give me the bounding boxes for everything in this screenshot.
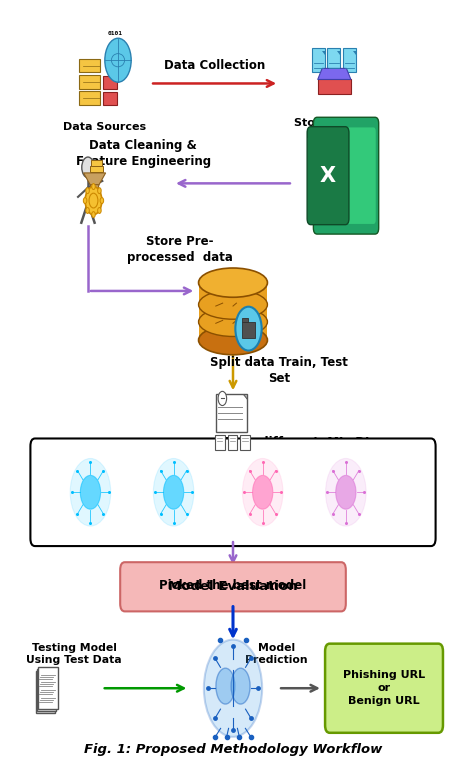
FancyBboxPatch shape <box>318 79 351 94</box>
Text: Train different  ML, DL
models using train data: Train different ML, DL models using trai… <box>219 436 377 464</box>
Circle shape <box>164 475 184 509</box>
FancyBboxPatch shape <box>37 670 56 711</box>
Circle shape <box>204 639 262 737</box>
Text: Store data in
Excel file: Store data in Excel file <box>294 118 375 140</box>
FancyBboxPatch shape <box>241 322 255 338</box>
Circle shape <box>100 197 103 204</box>
FancyBboxPatch shape <box>227 434 237 450</box>
Polygon shape <box>90 185 99 194</box>
Ellipse shape <box>199 326 267 354</box>
Circle shape <box>242 458 283 526</box>
FancyBboxPatch shape <box>240 434 250 450</box>
Ellipse shape <box>199 268 267 297</box>
FancyBboxPatch shape <box>215 434 225 450</box>
Circle shape <box>326 458 366 526</box>
Circle shape <box>336 475 356 509</box>
FancyBboxPatch shape <box>312 48 325 72</box>
Polygon shape <box>322 51 325 55</box>
Ellipse shape <box>231 668 250 704</box>
FancyBboxPatch shape <box>103 92 117 104</box>
Text: Store Pre-
processed  data: Store Pre- processed data <box>127 235 233 264</box>
Circle shape <box>92 211 95 217</box>
Circle shape <box>218 392 226 406</box>
Ellipse shape <box>216 668 235 704</box>
Text: Testing Model
Using Test Data: Testing Model Using Test Data <box>27 642 122 665</box>
Circle shape <box>253 475 273 509</box>
Circle shape <box>98 188 101 194</box>
Circle shape <box>235 307 261 351</box>
FancyBboxPatch shape <box>30 439 436 546</box>
Ellipse shape <box>199 290 267 319</box>
FancyBboxPatch shape <box>79 75 100 88</box>
FancyBboxPatch shape <box>216 394 247 433</box>
Text: Split data Train, Test
Set: Split data Train, Test Set <box>210 355 348 385</box>
Ellipse shape <box>199 307 267 337</box>
Text: Data Collection: Data Collection <box>164 59 265 72</box>
Circle shape <box>82 157 94 178</box>
Text: Picked the best model: Picked the best model <box>159 579 307 592</box>
Polygon shape <box>83 173 106 185</box>
Polygon shape <box>337 51 340 55</box>
FancyBboxPatch shape <box>325 644 443 733</box>
Circle shape <box>89 194 98 208</box>
FancyBboxPatch shape <box>307 127 349 224</box>
Polygon shape <box>318 68 351 80</box>
Circle shape <box>83 197 87 204</box>
Circle shape <box>86 207 89 214</box>
Polygon shape <box>243 394 247 399</box>
Circle shape <box>70 458 111 526</box>
FancyBboxPatch shape <box>120 562 346 611</box>
Circle shape <box>98 207 101 214</box>
FancyBboxPatch shape <box>79 91 100 104</box>
FancyBboxPatch shape <box>327 48 340 72</box>
Circle shape <box>92 183 95 190</box>
FancyBboxPatch shape <box>332 128 376 224</box>
FancyBboxPatch shape <box>241 317 248 322</box>
Circle shape <box>153 458 194 526</box>
FancyBboxPatch shape <box>36 671 55 713</box>
Circle shape <box>80 475 101 509</box>
Text: 0101: 0101 <box>108 31 123 36</box>
Text: Phishing URL
or
Benign URL: Phishing URL or Benign URL <box>343 670 425 707</box>
Text: Model
Prediction: Model Prediction <box>246 642 308 665</box>
FancyBboxPatch shape <box>38 667 57 709</box>
Circle shape <box>86 188 89 194</box>
FancyBboxPatch shape <box>314 118 379 234</box>
Text: Model Evaluation: Model Evaluation <box>168 580 298 594</box>
Circle shape <box>105 38 131 82</box>
Polygon shape <box>353 51 356 55</box>
Text: X: X <box>320 166 336 186</box>
FancyBboxPatch shape <box>79 59 100 73</box>
Text: Data Cleaning &
Feature Engineering: Data Cleaning & Feature Engineering <box>75 139 211 168</box>
Text: Fig. 1: Proposed Methodology Workflow: Fig. 1: Proposed Methodology Workflow <box>84 743 382 756</box>
FancyBboxPatch shape <box>343 48 356 72</box>
FancyBboxPatch shape <box>90 166 103 172</box>
Polygon shape <box>199 283 267 340</box>
FancyBboxPatch shape <box>103 76 117 88</box>
Text: Data Sources: Data Sources <box>62 122 146 132</box>
Circle shape <box>85 187 102 214</box>
FancyBboxPatch shape <box>90 159 102 166</box>
